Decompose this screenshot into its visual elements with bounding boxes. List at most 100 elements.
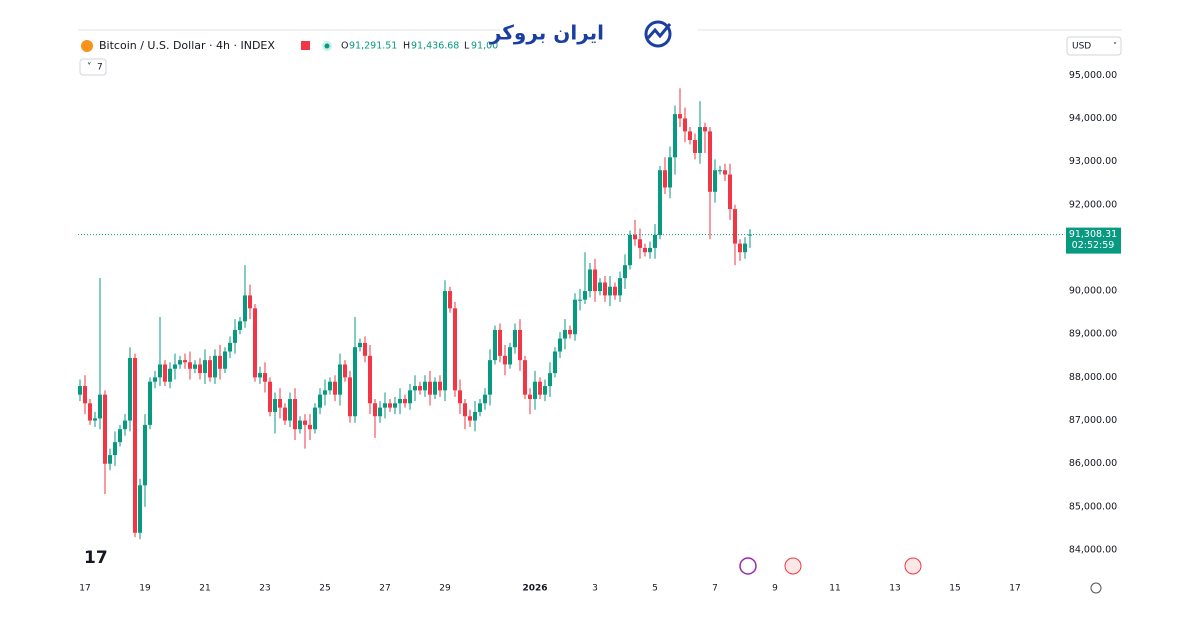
candle-body <box>543 386 547 395</box>
candle-body <box>718 170 722 172</box>
candle-body <box>213 355 217 378</box>
candle-body <box>128 357 132 421</box>
candle-body <box>143 424 147 486</box>
candle-body <box>473 411 477 421</box>
candle-body <box>528 394 532 399</box>
y-tick-label: 88,000.00 <box>1069 372 1117 383</box>
x-tick-label: 19 <box>139 584 151 594</box>
candle-body <box>188 362 192 369</box>
candle-body <box>383 403 387 408</box>
candle-body <box>488 360 492 395</box>
candle-body <box>583 291 587 300</box>
countdown: 02:52:59 <box>1072 240 1115 251</box>
candle-body <box>708 131 712 192</box>
candle-body <box>588 269 592 292</box>
last-price-box <box>1066 227 1121 254</box>
candle-body <box>553 351 557 374</box>
candle-body <box>678 114 682 119</box>
candle-body <box>573 299 577 335</box>
candle-body <box>483 394 487 404</box>
candle-body <box>478 403 482 412</box>
candle-body <box>423 381 427 391</box>
candle-body <box>448 291 452 309</box>
candle-body <box>643 247 647 253</box>
x-tick-label: 3 <box>592 584 598 594</box>
candle-body <box>603 282 607 296</box>
candle-body <box>258 373 262 378</box>
interval-count: 7 <box>97 63 103 73</box>
x-tick-label: 17 <box>1009 584 1020 594</box>
candle-body <box>208 360 212 378</box>
candle-body <box>348 377 352 417</box>
y-tick-label: 84,000.00 <box>1069 545 1117 556</box>
candle-body <box>498 329 502 356</box>
candle-body <box>578 299 582 301</box>
currency: USD <box>1072 42 1091 52</box>
y-tick-label: 90,000.00 <box>1069 286 1117 297</box>
candle-body <box>413 386 417 391</box>
x-tick-label: 23 <box>259 584 270 594</box>
candle-body <box>133 357 137 533</box>
event-icon[interactable] <box>904 557 922 575</box>
candle-body <box>743 243 747 253</box>
x-tick-label: 29 <box>439 584 451 594</box>
candle-body <box>438 381 442 391</box>
candle-body <box>163 364 167 382</box>
x-tick-label: 25 <box>319 584 330 594</box>
candle-body <box>408 390 412 404</box>
candle-body <box>683 118 687 132</box>
x-tick-label: 2026 <box>522 584 547 594</box>
x-tick-label: 7 <box>712 584 718 594</box>
candle-body <box>303 420 307 425</box>
h-value: 91,436.68 <box>411 41 459 52</box>
candle-body <box>653 234 657 248</box>
x-tick-label: 11 <box>829 584 840 594</box>
candle-body <box>353 347 357 417</box>
y-tick-label: 93,000.00 <box>1069 156 1117 167</box>
candle-body <box>428 381 432 395</box>
candle-body <box>433 381 437 395</box>
l-value: 91,00 <box>471 41 498 52</box>
settings-icon[interactable] <box>1090 582 1102 594</box>
candle-body <box>193 364 197 369</box>
y-tick-label: 94,000.00 <box>1069 113 1117 124</box>
candle-body <box>298 420 302 430</box>
candle-body <box>398 398 402 404</box>
interval-button[interactable] <box>79 58 107 76</box>
h-label: H <box>403 41 410 52</box>
candle-body <box>263 373 267 382</box>
candle-body <box>388 403 392 408</box>
candle-body <box>318 394 322 408</box>
candle-body <box>218 355 222 369</box>
event-icon[interactable] <box>739 557 757 575</box>
y-tick-label: 89,000.00 <box>1069 329 1117 340</box>
candle-body <box>278 398 282 408</box>
candle-body <box>493 329 497 361</box>
candle-body <box>118 429 122 443</box>
candle-body <box>313 407 317 430</box>
candle-body <box>608 286 612 296</box>
candle-body <box>663 170 667 188</box>
candle-body <box>503 355 507 365</box>
candle-body <box>723 170 727 175</box>
event-icon[interactable] <box>784 557 802 575</box>
candle-body <box>658 170 662 235</box>
candle-body <box>458 390 462 404</box>
currency-button[interactable] <box>1066 36 1122 56</box>
candle-body <box>108 455 112 464</box>
candle-body <box>368 355 372 404</box>
o-label: O <box>341 41 348 52</box>
chevron: ˅ <box>87 63 92 73</box>
candle-body <box>83 386 87 404</box>
candle-body <box>378 407 382 417</box>
candle-body <box>363 342 367 356</box>
candle-body <box>593 269 597 292</box>
candle-body <box>688 131 692 141</box>
candle-body <box>703 127 707 132</box>
logo-bg <box>502 14 698 54</box>
candle-body <box>698 127 702 153</box>
candle-body <box>198 364 202 374</box>
last-price-label: 91,308.31 <box>1069 229 1117 240</box>
